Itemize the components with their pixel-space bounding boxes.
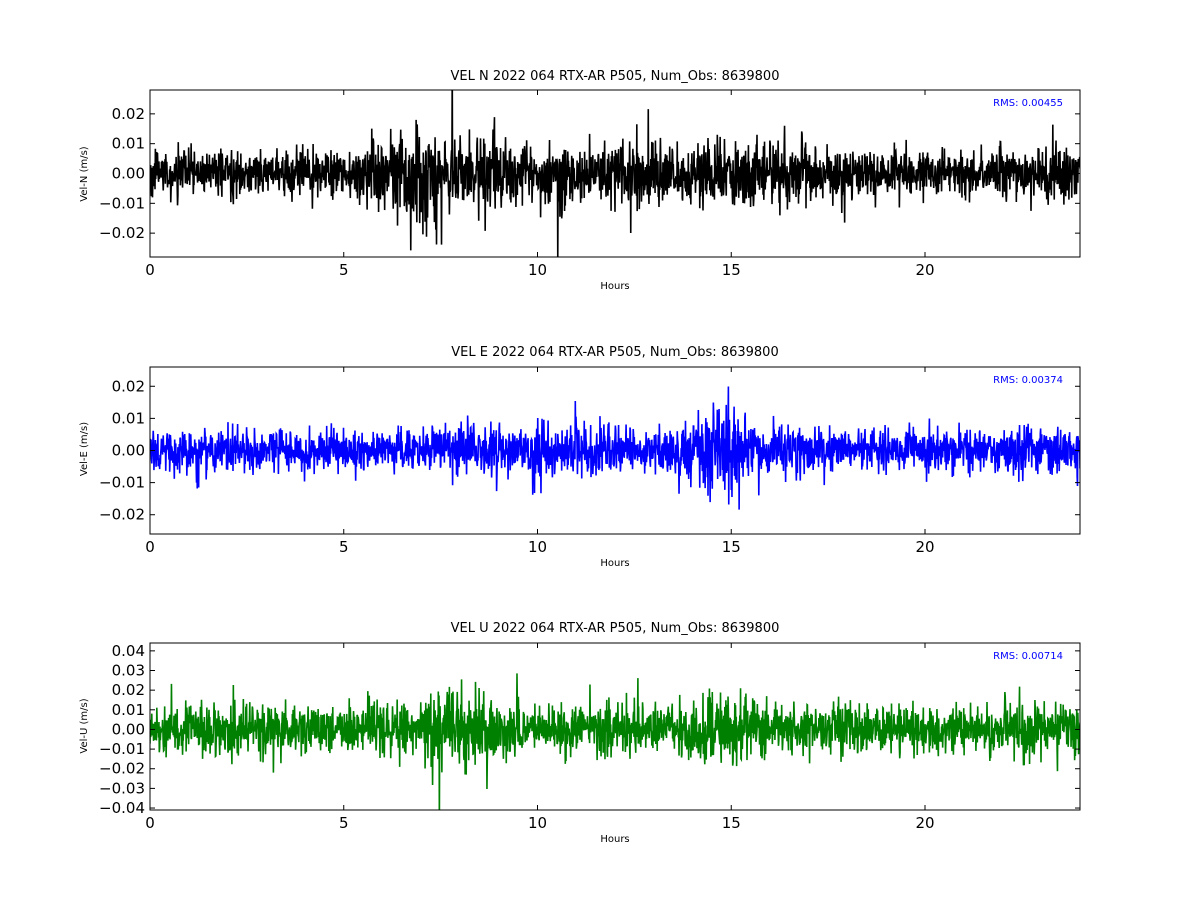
y-tick-label: −0.03	[99, 779, 145, 797]
x-tick-label: 15	[722, 538, 741, 556]
y-tick-label: −0.01	[99, 740, 145, 758]
rms-annotation: RMS: 0.00374	[993, 375, 1063, 386]
y-tick-label: 0.03	[112, 662, 145, 680]
y-tick-label: −0.02	[99, 506, 145, 524]
y-tick-label: 0.00	[112, 442, 145, 460]
x-tick-label: 5	[339, 538, 349, 556]
panel-vel-u: VEL U 2022 064 RTX-AR P505, Num_Obs: 863…	[79, 621, 1081, 845]
plot-title: VEL U 2022 064 RTX-AR P505, Num_Obs: 863…	[451, 621, 780, 636]
rms-annotation: RMS: 0.00455	[993, 98, 1063, 109]
x-tick-label: 10	[528, 814, 547, 832]
x-axis-label: Hours	[600, 281, 629, 292]
y-tick-label: 0.00	[112, 720, 145, 738]
series-line	[150, 673, 1080, 810]
axes-frame	[149, 642, 1081, 811]
plot-title: VEL N 2022 064 RTX-AR P505, Num_Obs: 863…	[451, 69, 780, 84]
panel-vel-e: VEL E 2022 064 RTX-AR P505, Num_Obs: 863…	[79, 345, 1081, 569]
plot-title: VEL E 2022 064 RTX-AR P505, Num_Obs: 863…	[451, 345, 778, 360]
x-tick-label: 15	[722, 814, 741, 832]
y-tick-label: −0.02	[99, 760, 145, 778]
y-tick-label: 0.01	[112, 409, 145, 427]
y-tick-label: 0.02	[112, 681, 145, 699]
x-tick-label: 5	[339, 261, 349, 279]
series-line	[150, 90, 1080, 257]
y-tick-label: −0.01	[99, 194, 145, 212]
x-tick-label: 20	[915, 814, 934, 832]
x-tick-label: 0	[145, 538, 155, 556]
x-axis-label: Hours	[600, 834, 629, 845]
y-axis-label: Vel-E (m/s)	[79, 422, 90, 476]
x-tick-label: 5	[339, 814, 349, 832]
plot-body: 0 5 10 15 20 −0.02 −0.01 0.00 0.01 0.02	[99, 89, 1081, 279]
y-tick-label: −0.04	[99, 799, 145, 817]
y-tick-label: 0.00	[112, 165, 145, 183]
x-tick-label: 0	[145, 814, 155, 832]
y-axis-label: Vel-U (m/s)	[79, 698, 90, 753]
y-tick-label: 0.02	[112, 377, 145, 395]
y-tick-label: 0.01	[112, 701, 145, 719]
x-tick-label: 10	[528, 261, 547, 279]
y-tick-label: −0.01	[99, 474, 145, 492]
y-tick-label: −0.02	[99, 224, 145, 242]
y-axis-label: Vel-N (m/s)	[79, 146, 90, 201]
x-axis-label: Hours	[600, 558, 629, 569]
y-tick-label: 0.02	[112, 105, 145, 123]
rms-annotation: RMS: 0.00714	[993, 651, 1063, 662]
y-tick-label: 0.04	[112, 642, 145, 660]
plot-body: 0 5 10 15 20 −0.02 −0.01 0.00 0.01 0.02	[99, 366, 1081, 556]
plot-body: 0 5 10 15 20 −0.04 −0.03−0.02 −0.01 0.000.01 0.02…	[99, 642, 1081, 832]
x-tick-label: 20	[915, 538, 934, 556]
x-tick-label: 0	[145, 261, 155, 279]
series-line	[150, 386, 1080, 510]
x-tick-label: 10	[528, 538, 547, 556]
x-tick-label: 15	[722, 261, 741, 279]
x-tick-label: 20	[915, 261, 934, 279]
panel-vel-n: VEL N 2022 064 RTX-AR P505, Num_Obs: 863…	[79, 69, 1081, 292]
y-tick-label: 0.01	[112, 135, 145, 153]
